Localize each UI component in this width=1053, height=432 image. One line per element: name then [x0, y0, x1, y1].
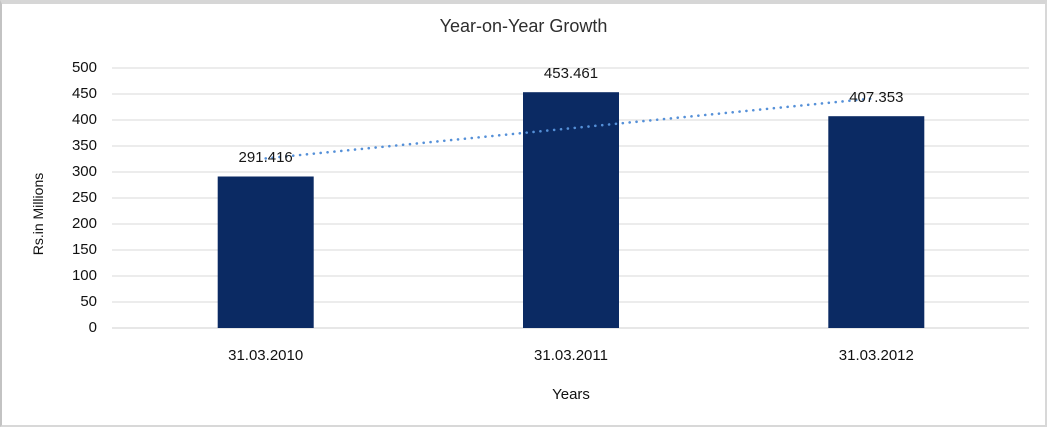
y-tick-label-100: 100	[71, 267, 97, 284]
data-label-31.03.2011: 453.461	[543, 65, 599, 83]
x-category-label-31.03.2012: 31.03.2012	[838, 347, 914, 364]
bar-31.03.2012	[828, 116, 925, 328]
data-label-31.03.2012: 407.353	[849, 89, 904, 107]
y-tick-label-0: 0	[88, 319, 97, 336]
y-tick-label-200: 200	[71, 215, 97, 232]
y-tick-label-400: 400	[71, 111, 97, 128]
bar-31.03.2010	[217, 176, 314, 328]
y-tick-label-450: 450	[71, 85, 97, 102]
bar-31.03.2011	[523, 92, 619, 328]
x-axis-title: Years	[552, 386, 590, 403]
chart-title: Year-on-Year Growth	[439, 16, 608, 36]
y-tick-label-300: 300	[71, 163, 97, 180]
y-tick-label-500: 500	[71, 59, 97, 76]
data-label-31.03.2010: 291.416	[238, 149, 293, 167]
y-tick-label-350: 350	[71, 137, 97, 154]
y-tick-label-50: 50	[80, 293, 97, 310]
y-tick-label-150: 150	[71, 241, 97, 258]
y-tick-label-250: 250	[71, 189, 97, 206]
trendline	[264, 96, 878, 160]
x-category-label-31.03.2011: 31.03.2011	[534, 347, 608, 364]
x-category-label-31.03.2010: 31.03.2010	[228, 347, 304, 364]
